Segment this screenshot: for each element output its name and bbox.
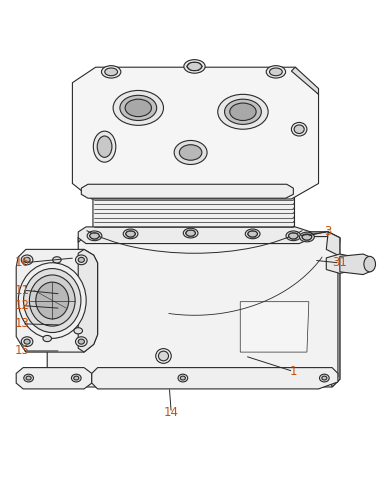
Ellipse shape [289,233,298,239]
Ellipse shape [186,230,195,236]
Ellipse shape [75,255,87,265]
Text: 13: 13 [14,317,30,330]
Ellipse shape [319,374,329,382]
Polygon shape [16,368,92,389]
Text: 12: 12 [14,299,30,312]
Ellipse shape [300,232,314,242]
Ellipse shape [93,131,116,162]
Ellipse shape [74,327,82,334]
Ellipse shape [78,257,84,262]
Text: 14: 14 [164,407,179,419]
Ellipse shape [179,145,202,160]
Ellipse shape [24,257,30,262]
Polygon shape [92,368,338,389]
Ellipse shape [53,257,61,263]
Ellipse shape [174,140,207,164]
Polygon shape [326,254,356,273]
Ellipse shape [248,231,258,237]
Ellipse shape [123,229,138,239]
Ellipse shape [105,68,117,76]
Polygon shape [81,184,293,198]
Ellipse shape [21,255,33,265]
Ellipse shape [89,233,99,239]
Ellipse shape [224,99,261,124]
Ellipse shape [218,94,268,129]
Ellipse shape [75,337,87,347]
Ellipse shape [74,376,79,380]
Ellipse shape [78,339,84,344]
Text: 16: 16 [14,256,30,270]
Polygon shape [65,249,98,352]
Ellipse shape [21,337,33,347]
Ellipse shape [26,376,31,380]
Polygon shape [16,249,98,352]
Text: 31: 31 [333,256,347,270]
Ellipse shape [187,62,202,71]
Ellipse shape [24,339,30,344]
Ellipse shape [286,231,301,241]
Ellipse shape [291,122,307,136]
Ellipse shape [36,282,69,319]
Ellipse shape [120,95,157,120]
Ellipse shape [24,269,81,332]
Ellipse shape [178,374,188,382]
Polygon shape [240,301,309,352]
Text: 3: 3 [324,225,332,239]
Polygon shape [47,227,340,387]
Ellipse shape [87,231,102,241]
Polygon shape [340,254,372,274]
Polygon shape [78,232,340,243]
Ellipse shape [364,256,375,272]
Ellipse shape [245,229,260,239]
Ellipse shape [302,234,312,240]
Polygon shape [291,67,319,94]
Ellipse shape [180,376,186,380]
Polygon shape [93,194,294,232]
Text: 1: 1 [289,365,297,378]
Text: 11: 11 [14,284,30,297]
Ellipse shape [183,228,198,238]
Ellipse shape [322,376,327,380]
Ellipse shape [230,103,256,120]
Text: 15: 15 [14,344,30,357]
Ellipse shape [72,374,81,382]
Ellipse shape [270,68,282,76]
Ellipse shape [126,231,135,237]
Ellipse shape [266,66,286,78]
Ellipse shape [113,90,163,125]
Ellipse shape [24,374,33,382]
Ellipse shape [158,351,168,361]
Polygon shape [78,227,311,244]
Ellipse shape [43,335,51,342]
Ellipse shape [156,349,171,363]
Ellipse shape [102,66,121,78]
Ellipse shape [184,59,205,73]
Ellipse shape [18,263,86,338]
Ellipse shape [97,136,112,157]
Polygon shape [326,232,340,387]
Ellipse shape [294,125,304,134]
Ellipse shape [30,275,75,326]
Polygon shape [72,67,319,199]
Ellipse shape [125,99,151,117]
